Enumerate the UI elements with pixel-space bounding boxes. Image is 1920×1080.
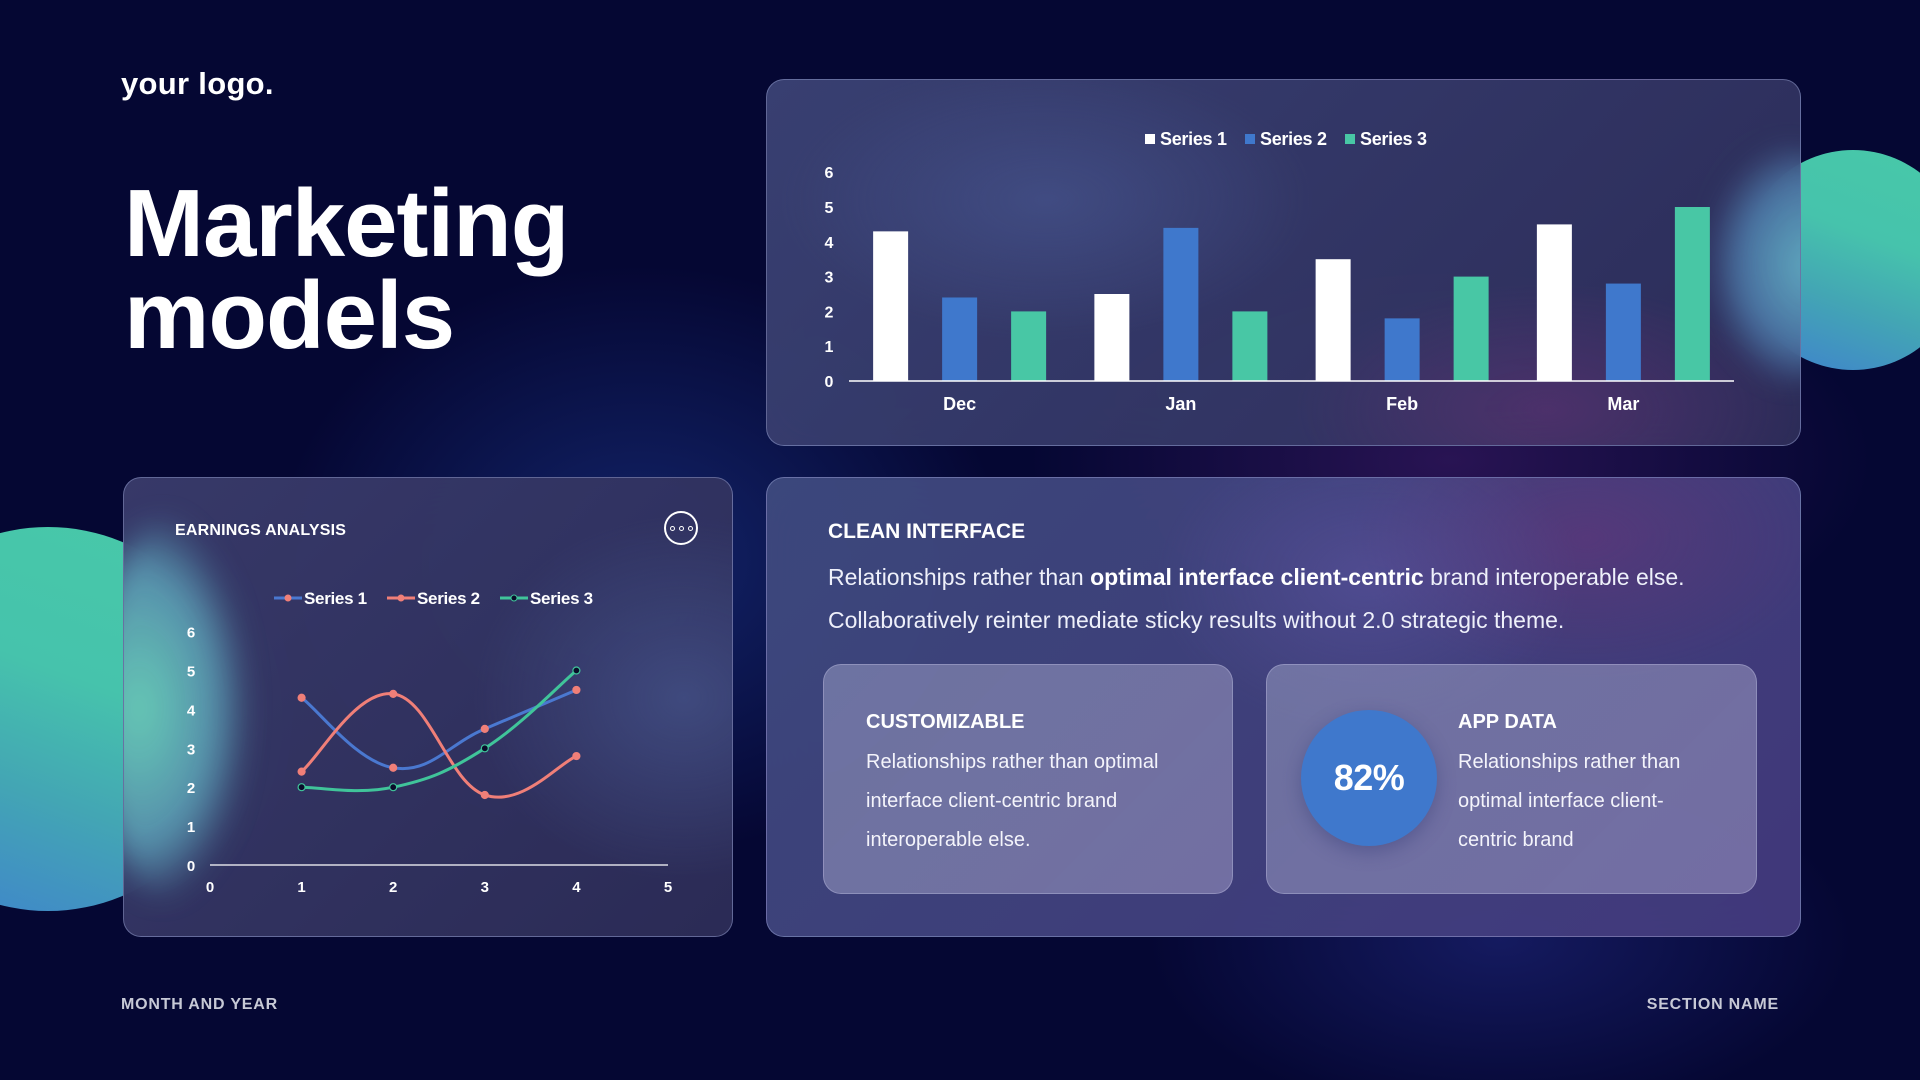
x-category-label: Feb: [1386, 394, 1418, 414]
y-tick-label: 6: [187, 625, 195, 642]
clean-interface-panel: CLEAN INTERFACE Relationships rather tha…: [766, 477, 1801, 937]
legend-marker-icon: [397, 594, 405, 602]
bold-text-segment: optimal interface client-centric: [1090, 564, 1424, 590]
data-point-marker: [572, 666, 581, 675]
data-point-marker: [389, 689, 398, 698]
app-data-card: 82% APP DATA Relationships rather than o…: [1266, 664, 1757, 894]
clean-interface-body: Relationships rather than optimal interf…: [828, 556, 1685, 642]
more-options-icon: [687, 525, 693, 531]
page-title: Marketing models: [124, 170, 569, 369]
data-point-marker: [480, 724, 489, 733]
legend-label: Series 3: [530, 589, 593, 608]
line-series: [300, 692, 578, 799]
line-chart: 0 1 2 3 4 5 6 0 1 2 3 4 5 Series 1 Series 2 Series 3: [187, 589, 672, 896]
bar: [1384, 318, 1420, 381]
clean-interface-title: CLEAN INTERFACE: [828, 520, 1026, 543]
more-options-icon: [669, 525, 675, 531]
x-category-label: Mar: [1607, 394, 1639, 414]
y-tick-label: 3: [187, 741, 195, 758]
data-point-marker: [480, 790, 489, 800]
y-tick-label: 5: [187, 664, 195, 681]
page-title-line1: Marketing: [124, 170, 569, 277]
data-point-marker: [480, 744, 489, 753]
bar: [1674, 207, 1710, 381]
page-title-line2: models: [124, 262, 455, 369]
data-point-marker: [389, 763, 398, 772]
x-category-label: Jan: [1165, 394, 1196, 414]
legend-swatch-icon: [1345, 134, 1355, 144]
bar-chart-panel: 0 1 2 3 4 5 6 Dec Jan Feb Mar Series 1 Series 2 Serie…: [766, 79, 1801, 446]
more-options-icon: [678, 525, 684, 531]
legend-label: Series 1: [304, 589, 367, 608]
data-point-marker: [389, 783, 398, 792]
logo: your logo.: [121, 66, 274, 101]
x-tick-label: 2: [389, 879, 397, 896]
y-tick-label: 0: [187, 858, 195, 875]
y-tick-label: 3: [825, 270, 834, 287]
circle-glow: [124, 518, 244, 898]
data-point-marker: [297, 783, 306, 792]
text-segment: brand interoperable else.: [1423, 564, 1685, 590]
text-segment: Relationships rather than: [828, 564, 1091, 590]
clean-interface-line1: Relationships rather than optimal interf…: [828, 556, 1685, 599]
x-tick-label: 1: [297, 879, 305, 896]
footer-section-name: SECTION NAME: [1646, 996, 1779, 1013]
app-data-title: APP DATA: [1458, 711, 1557, 733]
y-tick-label: 1: [187, 819, 195, 836]
earnings-title: EARNINGS ANALYSIS: [175, 522, 347, 539]
percent-badge: 82%: [1301, 710, 1437, 846]
bar: [1315, 259, 1351, 381]
y-tick-label: 1: [825, 339, 834, 356]
bar: [942, 297, 978, 381]
line-series: [300, 688, 577, 771]
legend-swatch-icon: [1145, 134, 1155, 144]
legend-marker-icon: [284, 594, 292, 602]
x-category-label: Dec: [943, 394, 976, 414]
data-point-marker: [572, 685, 581, 695]
footer-date: MONTH AND YEAR: [121, 996, 278, 1013]
y-tick-label: 5: [825, 200, 834, 217]
bar: [1536, 224, 1572, 381]
y-tick-label: 2: [187, 780, 195, 797]
customizable-body: Relationships rather than optimal interf…: [866, 751, 1159, 851]
bar: [1094, 294, 1130, 381]
more-options-button[interactable]: [664, 511, 698, 545]
legend-marker-icon: [510, 594, 518, 602]
y-tick-label: 2: [825, 304, 834, 321]
clean-interface-line2: Collaboratively reinter mediate sticky r…: [828, 607, 1565, 633]
bar-chart: 0 1 2 3 4 5 6 Dec Jan Feb Mar Series 1 Series 2 Serie…: [825, 129, 1734, 414]
legend-label: Series 1: [1160, 129, 1227, 149]
x-tick-label: 3: [481, 879, 489, 896]
bar: [1605, 283, 1641, 381]
y-tick-label: 4: [825, 235, 834, 252]
x-tick-label: 5: [664, 879, 672, 896]
data-point-marker: [572, 751, 581, 761]
customizable-card: CUSTOMIZABLE Relationships rather than o…: [823, 664, 1233, 894]
y-tick-label: 0: [825, 374, 834, 391]
bar: [873, 231, 909, 381]
customizable-title: CUSTOMIZABLE: [866, 711, 1025, 733]
data-point-marker: [297, 693, 306, 702]
legend-label: Series 2: [1260, 129, 1327, 149]
legend-label: Series 2: [417, 589, 480, 608]
bar: [1232, 311, 1268, 381]
bar: [1011, 311, 1047, 381]
app-data-body: Relationships rather than optimal interf…: [1458, 751, 1681, 851]
y-tick-label: 4: [187, 702, 196, 719]
bar: [1453, 276, 1489, 381]
data-point-marker: [297, 767, 306, 776]
x-tick-label: 0: [206, 879, 214, 896]
bar: [1163, 227, 1199, 381]
y-tick-label: 6: [825, 165, 834, 182]
x-tick-label: 4: [572, 879, 581, 896]
line-series: [301, 669, 578, 793]
legend-swatch-icon: [1245, 134, 1255, 144]
earnings-panel: EARNINGS ANALYSIS 0 1 2 3 4 5 6 0 1 2 3 4 5 Series 1 S…: [123, 477, 733, 937]
legend-label: Series 3: [1360, 129, 1427, 149]
